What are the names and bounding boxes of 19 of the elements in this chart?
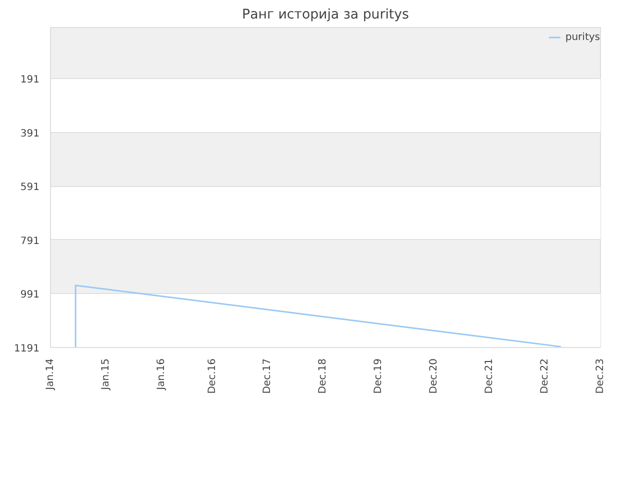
y-tick-label: 391	[20, 128, 40, 140]
legend-label: puritys	[565, 32, 600, 42]
y-tick-label: 1191	[14, 344, 40, 354]
x-tick-label: Dec.23	[595, 358, 606, 394]
x-tick-label: Dec.20	[428, 358, 440, 394]
x-tick-label: Dec.16	[206, 358, 218, 394]
x-tick-label: Dec.22	[540, 358, 551, 394]
chart-title: Ранг историја за puritys	[242, 8, 410, 22]
y-tick-label: 591	[20, 182, 40, 194]
x-tick-label: Dec.21	[484, 358, 496, 394]
y-tick-label: 791	[20, 236, 40, 247]
y-tick-label: 991	[20, 290, 40, 301]
x-tick-label: Dec.19	[373, 358, 384, 394]
x-tick-label: Jan.14	[45, 358, 56, 391]
x-tick-label: Jan.15	[100, 358, 112, 391]
x-tick-label: Jan.16	[156, 358, 167, 391]
x-tick-label: Dec.17	[262, 358, 274, 394]
y-tick-label: 191	[20, 74, 40, 86]
x-tick-label: Dec.18	[318, 358, 329, 394]
